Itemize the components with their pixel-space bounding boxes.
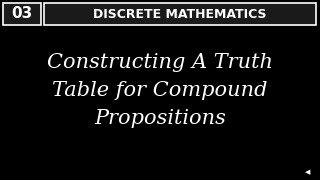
Text: ◀: ◀	[305, 169, 311, 175]
FancyBboxPatch shape	[3, 3, 41, 25]
Text: Constructing A Truth: Constructing A Truth	[47, 53, 273, 71]
FancyBboxPatch shape	[44, 3, 316, 25]
Text: 03: 03	[12, 6, 33, 21]
Text: Propositions: Propositions	[94, 109, 226, 127]
Text: Table for Compound: Table for Compound	[52, 80, 268, 100]
Text: DISCRETE MATHEMATICS: DISCRETE MATHEMATICS	[93, 8, 267, 21]
